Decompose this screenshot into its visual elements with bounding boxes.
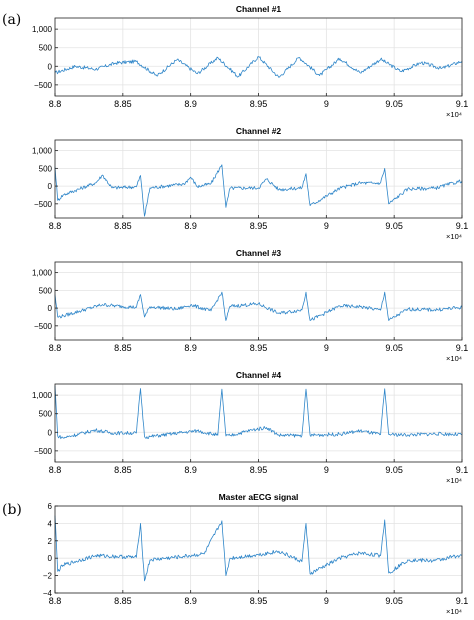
chart-title: Channel #3 [236, 248, 282, 258]
y-tick-label: 500 [39, 286, 53, 295]
y-tick-label: 500 [39, 164, 53, 173]
x-tick-label: 8.8 [49, 596, 62, 606]
y-tick-label: 1,000 [32, 25, 53, 34]
x-tick-label: 9 [324, 221, 329, 231]
x-tick-label: 8.9 [184, 221, 197, 231]
y-tick-label: 1,000 [32, 147, 53, 156]
chart-1: Channel #1 8.8 8.85 8.9 8.95 9 9.05 9.1 −500 0 500… [32, 4, 468, 119]
signal-line [54, 291, 463, 321]
chart-3: Channel #3 8.8 8.85 8.9 8.95 9 9.05 9.1 −500 0 500… [32, 248, 468, 363]
x-tick-label: 9.05 [385, 221, 403, 231]
chart-4: Channel #4 8.8 8.85 8.9 8.95 9 9.05 9.1 −500 0 500… [32, 370, 468, 485]
chart-title: Channel #2 [236, 126, 282, 136]
x-tick-label: 9.1 [456, 343, 469, 353]
x-exponent-label: ×10⁴ [446, 232, 462, 241]
chart-title: Master aECG signal [219, 492, 299, 502]
signal-line [54, 515, 463, 582]
x-tick-label: 8.85 [114, 343, 132, 353]
x-tick-label: 8.85 [114, 596, 132, 606]
y-tick-label: 500 [39, 44, 53, 53]
x-tick-label: 8.95 [250, 465, 268, 475]
x-tick-label: 8.85 [114, 99, 132, 109]
y-tick-label: −500 [34, 322, 53, 331]
x-tick-label: 9.1 [456, 596, 469, 606]
x-exponent-label: ×10⁴ [446, 110, 462, 119]
x-tick-label: 8.8 [49, 99, 62, 109]
x-exponent-label: ×10⁴ [446, 607, 462, 616]
panel-label-b: (b) [2, 502, 22, 518]
x-tick-label: 9.1 [456, 465, 469, 475]
y-tick-label: 0 [48, 428, 53, 437]
y-tick-label: −500 [34, 447, 53, 456]
chart-2: Channel #2 8.8 8.85 8.9 8.95 9 9.05 9.1 −500 0 500… [32, 126, 468, 241]
chart-title: Channel #4 [236, 370, 282, 380]
x-tick-label: 9 [324, 596, 329, 606]
y-tick-label: 6 [48, 502, 53, 511]
y-tick-label: 0 [48, 304, 53, 313]
x-tick-label: 9.05 [385, 343, 403, 353]
x-tick-label: 8.9 [184, 465, 197, 475]
x-tick-label: 8.9 [184, 343, 197, 353]
y-tick-label: 0 [48, 182, 53, 191]
y-tick-label: −4 [43, 589, 53, 598]
signal-line [54, 164, 463, 217]
x-tick-label: 9.05 [385, 465, 403, 475]
x-tick-label: 8.85 [114, 465, 132, 475]
chart-5: Master aECG signal 8.8 8.85 8.9 8.95 9 9.05 9.1… [43, 492, 468, 616]
x-tick-label: 8.8 [49, 221, 62, 231]
y-tick-label: 1,000 [32, 269, 53, 278]
x-tick-label: 9 [324, 465, 329, 475]
signal-line [54, 385, 463, 440]
panel-label-a: (a) [2, 12, 22, 28]
y-tick-label: −2 [43, 572, 53, 581]
y-tick-label: −500 [34, 81, 53, 90]
x-tick-label: 9.1 [456, 221, 469, 231]
y-tick-label: 500 [39, 410, 53, 419]
x-tick-label: 8.8 [49, 465, 62, 475]
x-tick-label: 8.9 [184, 596, 197, 606]
signal-line [54, 56, 463, 78]
x-tick-label: 8.95 [250, 596, 268, 606]
x-exponent-label: ×10⁴ [446, 476, 462, 485]
y-tick-label: −500 [34, 200, 53, 209]
x-tick-label: 9.05 [385, 596, 403, 606]
y-tick-label: 4 [48, 519, 53, 528]
x-tick-label: 8.95 [250, 343, 268, 353]
chart-title: Channel #1 [236, 4, 282, 14]
x-tick-label: 9 [324, 99, 329, 109]
x-tick-label: 8.9 [184, 99, 197, 109]
y-tick-label: 0 [48, 554, 53, 563]
x-tick-label: 8.95 [250, 99, 268, 109]
x-tick-label: 9 [324, 343, 329, 353]
x-tick-label: 9.05 [385, 99, 403, 109]
y-tick-label: 2 [48, 537, 53, 546]
x-exponent-label: ×10⁴ [446, 354, 462, 363]
y-tick-label: 0 [48, 62, 53, 71]
y-tick-label: 1,000 [32, 391, 53, 400]
x-tick-label: 8.85 [114, 221, 132, 231]
x-tick-label: 8.95 [250, 221, 268, 231]
x-tick-label: 9.1 [456, 99, 469, 109]
x-tick-label: 8.8 [49, 343, 62, 353]
